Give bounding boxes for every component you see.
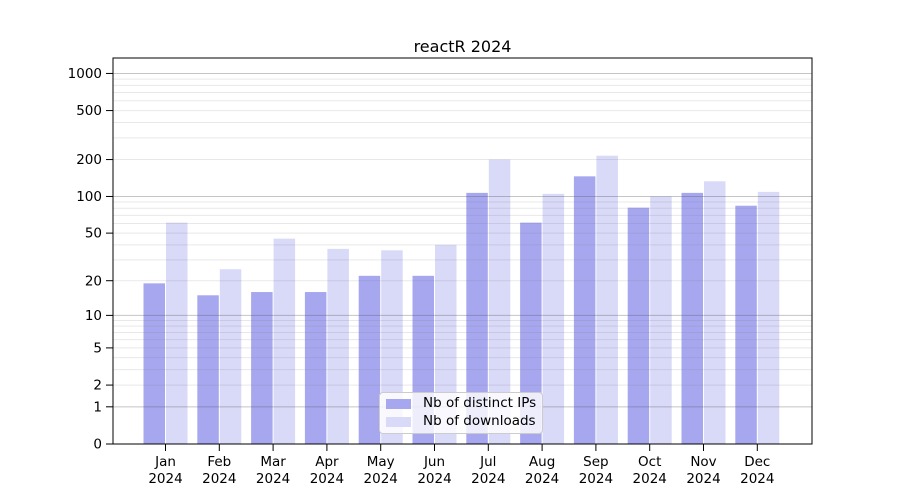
bar-downloads-oct [650,196,672,444]
legend-item-downloads: Nb of downloads [386,415,542,429]
bar-downloads-sep [596,155,618,445]
bar-distinct-ips-apr [304,292,327,444]
bar-downloads-jan [166,222,188,444]
bar-distinct-ips-jul [466,192,488,444]
x-tick-label-apr: Apr [315,454,339,470]
legend-item-distinct-ips: Nb of distinct IPs [386,397,542,411]
x-tick-label-sep-year: 2024 [579,471,613,487]
bar-downloads-dec [757,191,780,444]
legend-swatch-distinct-ips [386,399,411,410]
x-tick-label-nov: Nov [690,454,716,470]
y-tick-label-200: 200 [76,152,102,168]
y-tick-label-5: 5 [93,340,102,356]
bar-distinct-ips-mar [251,292,273,444]
x-tick-label-oct-year: 2024 [633,471,667,487]
bar-downloads-jul [488,159,511,444]
y-tick-label-20: 20 [85,273,102,289]
bar-downloads-feb [219,269,242,444]
y-tick-label-1000: 1000 [68,66,102,82]
x-tick-label-jul: Jul [479,454,496,470]
x-tick-label-jun: Jun [423,454,445,470]
chart-title: reactR 2024 [413,37,512,56]
y-tick-label-10: 10 [85,308,102,324]
y-tick-label-2: 2 [93,378,102,394]
x-tick-label-jan-year: 2024 [148,471,182,487]
x-tick-label-mar: Mar [260,454,286,470]
y-tick-label-1: 1 [93,399,102,415]
bar-downloads-aug [542,193,565,444]
bar-distinct-ips-sep [573,176,596,444]
y-tick-label-50: 50 [85,226,102,242]
x-tick-label-dec-year: 2024 [740,471,774,487]
bar-downloads-mar [273,238,296,444]
legend-label-downloads: Nb of downloads [423,413,536,430]
y-tick-label-0: 0 [93,437,102,453]
bar-distinct-ips-nov [681,192,703,444]
x-tick-label-mar-year: 2024 [256,471,290,487]
x-tick-label-feb-year: 2024 [202,471,236,487]
x-tick-label-dec: Dec [744,454,770,470]
bar-distinct-ips-feb [197,295,219,444]
bar-distinct-ips-jan [143,283,165,444]
bar-distinct-ips-aug [520,222,542,444]
bar-downloads-apr [327,248,349,444]
bar-downloads-nov [704,181,726,444]
bar-distinct-ips-may [358,275,381,444]
x-tick-label-oct: Oct [638,454,661,470]
x-tick-label-jun-year: 2024 [417,471,451,487]
legend-swatch-downloads [386,416,411,427]
y-tick-label-500: 500 [76,103,102,119]
bar-distinct-ips-dec [735,205,757,444]
bar-distinct-ips-oct [627,207,650,444]
x-tick-label-jul-year: 2024 [471,471,505,487]
x-tick-label-sep: Sep [583,454,608,470]
legend-label-distinct-ips: Nb of distinct IPs [423,395,537,412]
x-tick-label-jan: Jan [154,454,176,470]
x-tick-label-may-year: 2024 [364,471,398,487]
x-tick-label-apr-year: 2024 [310,471,344,487]
y-tick-label-100: 100 [76,189,102,205]
plot-border [112,57,813,445]
x-tick-label-aug: Aug [529,454,555,470]
x-tick-label-nov-year: 2024 [686,471,720,487]
x-tick-label-may: May [367,454,395,470]
x-tick-label-feb: Feb [207,454,231,470]
x-tick-label-aug-year: 2024 [525,471,559,487]
legend: Nb of distinct IPs Nb of downloads [379,392,543,434]
